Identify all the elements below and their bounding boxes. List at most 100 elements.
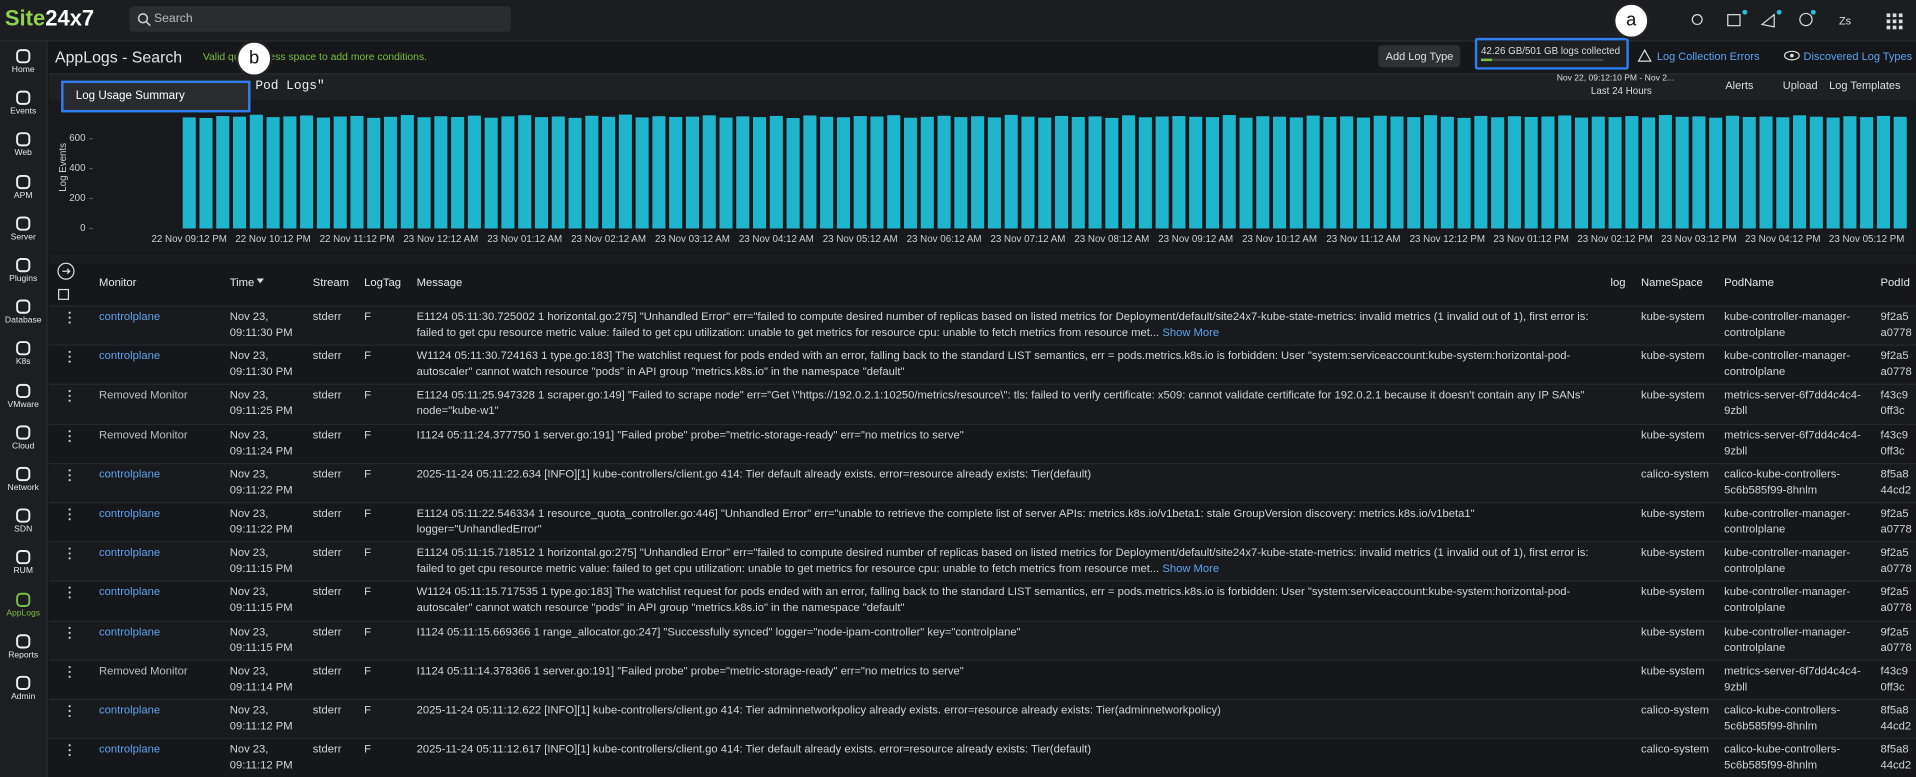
search-box[interactable]: Search: [129, 6, 511, 32]
nav-item[interactable]: AppLogs: [0, 592, 46, 618]
icon-shape: [16, 341, 31, 356]
row-menu[interactable]: [67, 664, 72, 679]
cell-monitor[interactable]: controlplane: [99, 702, 221, 718]
icon-shape: [16, 383, 31, 398]
nav-item[interactable]: K8s: [0, 341, 46, 367]
nav-item[interactable]: Events: [0, 90, 46, 116]
cell-monitor[interactable]: controlplane: [99, 584, 221, 600]
cell-monitor[interactable]: controlplane: [99, 742, 221, 758]
monitor[interactable]: controlplane: [98, 703, 161, 716]
monitor[interactable]: controlplane: [98, 507, 161, 520]
cell-monitor[interactable]: controlplane: [99, 506, 221, 522]
nav-item[interactable]: Admin: [0, 675, 46, 701]
cell-monitor[interactable]: controlplane: [99, 348, 221, 364]
usage-box[interactable]: 42.26 GB/501 GB logs collected: [1474, 37, 1629, 70]
cell-monitor[interactable]: Removed Monitor: [99, 663, 221, 679]
log-tag: F: [364, 507, 371, 520]
row-menu[interactable]: [67, 468, 72, 483]
y-tick-label: 600: [69, 133, 86, 144]
dot: [68, 591, 71, 595]
nav-item[interactable]: Database: [0, 299, 46, 325]
bar: [1793, 115, 1807, 229]
top-bar: Site24x7 Search Zs: [0, 0, 1916, 42]
nav-label: Home: [11, 65, 35, 75]
cell-stream: stderr: [313, 624, 362, 640]
cell-monitor[interactable]: controlplane: [99, 624, 221, 640]
nav-item[interactable]: Reports: [0, 634, 46, 659]
monitor[interactable]: Removed Monitor: [98, 664, 188, 677]
monitor[interactable]: controlplane: [98, 546, 161, 559]
log-templates[interactable]: Log Templates: [1829, 79, 1901, 92]
row-menu[interactable]: [67, 507, 72, 522]
column-header[interactable]: LogTag: [364, 276, 401, 289]
bar: [1759, 116, 1773, 229]
show-more[interactable]: Show More: [1162, 562, 1220, 575]
stream: stderr: [312, 349, 342, 362]
row-menu[interactable]: [67, 428, 72, 443]
range-preset[interactable]: Last 24 Hours: [1590, 85, 1652, 97]
column-header[interactable]: PodId: [1880, 276, 1910, 289]
column-header[interactable]: Stream: [312, 276, 350, 289]
row-menu[interactable]: [67, 586, 72, 601]
x-tick-label: 23 Nov 08:12 AM: [1074, 234, 1149, 245]
nav-item[interactable]: Server: [0, 216, 46, 242]
row-menu[interactable]: [67, 625, 72, 640]
range-dates[interactable]: Nov 22, 09:12:10 PM - Nov 2...: [1556, 74, 1675, 84]
cell-time: Nov 23, 09:11:15 PM: [230, 545, 306, 577]
monitor[interactable]: Removed Monitor: [98, 428, 188, 441]
discovered-log-types[interactable]: Discovered Log Types: [1803, 50, 1913, 63]
bar: [518, 115, 532, 229]
nav-item[interactable]: VMware: [0, 383, 46, 409]
row-menu[interactable]: [67, 704, 72, 719]
cell-pod-id: 9f2a5 a0778: [1881, 506, 1916, 538]
show-more[interactable]: Show More: [1162, 326, 1220, 339]
column-header[interactable]: Monitor: [98, 276, 137, 289]
monitor[interactable]: controlplane: [98, 743, 161, 756]
nav-item[interactable]: Web: [0, 132, 46, 158]
nav-item[interactable]: Home: [0, 49, 46, 75]
row-menu[interactable]: [67, 310, 72, 325]
row-menu[interactable]: [67, 546, 72, 561]
page-title[interactable]: AppLogs - Search: [54, 47, 183, 66]
namespace: kube-system: [1641, 428, 1705, 441]
monitor[interactable]: controlplane: [98, 625, 161, 638]
alerts[interactable]: Alerts: [1725, 79, 1754, 92]
log-collection-errors[interactable]: Log Collection Errors: [1656, 50, 1760, 63]
stream: stderr: [312, 585, 342, 598]
monitor[interactable]: controlplane: [98, 349, 161, 362]
callout: b: [235, 40, 273, 77]
menu-item[interactable]: Log Usage Summary: [75, 89, 185, 103]
row-menu[interactable]: [67, 389, 72, 404]
nav-icon: [16, 132, 31, 147]
column-header[interactable]: Message: [416, 276, 463, 289]
bar: [1709, 117, 1723, 229]
cell-monitor[interactable]: controlplane: [99, 545, 221, 561]
column-header[interactable]: PodName: [1724, 276, 1775, 289]
nav-item[interactable]: RUM: [0, 550, 46, 576]
bar: [803, 115, 817, 229]
cell-stream: stderr: [313, 466, 362, 482]
monitor[interactable]: controlplane: [98, 467, 161, 480]
query-text[interactable]: Pod Logs": [255, 79, 325, 95]
nav-item[interactable]: Network: [0, 466, 46, 492]
cell-monitor[interactable]: Removed Monitor: [99, 427, 221, 443]
nav-item[interactable]: Cloud: [0, 425, 46, 451]
bar: [350, 115, 364, 229]
cell-monitor[interactable]: controlplane: [99, 309, 221, 325]
upload[interactable]: Upload: [1782, 79, 1818, 92]
column-header[interactable]: log: [1610, 276, 1626, 289]
add-log-type[interactable]: Add Log Type: [1378, 45, 1461, 68]
monitor[interactable]: Removed Monitor: [98, 388, 188, 402]
monitor[interactable]: controlplane: [98, 585, 161, 598]
column-header[interactable]: Time: [229, 276, 255, 289]
table-tools[interactable]: [56, 262, 76, 302]
monitor[interactable]: controlplane: [98, 310, 161, 323]
nav-item[interactable]: APM: [0, 174, 46, 200]
row-menu[interactable]: [67, 743, 72, 758]
row-menu[interactable]: [67, 350, 72, 365]
cell-monitor[interactable]: Removed Monitor: [99, 388, 221, 404]
cell-monitor[interactable]: controlplane: [99, 466, 221, 482]
column-header[interactable]: NameSpace: [1641, 276, 1703, 289]
nav-item[interactable]: SDN: [0, 508, 46, 534]
nav-item[interactable]: Plugins: [0, 258, 46, 283]
